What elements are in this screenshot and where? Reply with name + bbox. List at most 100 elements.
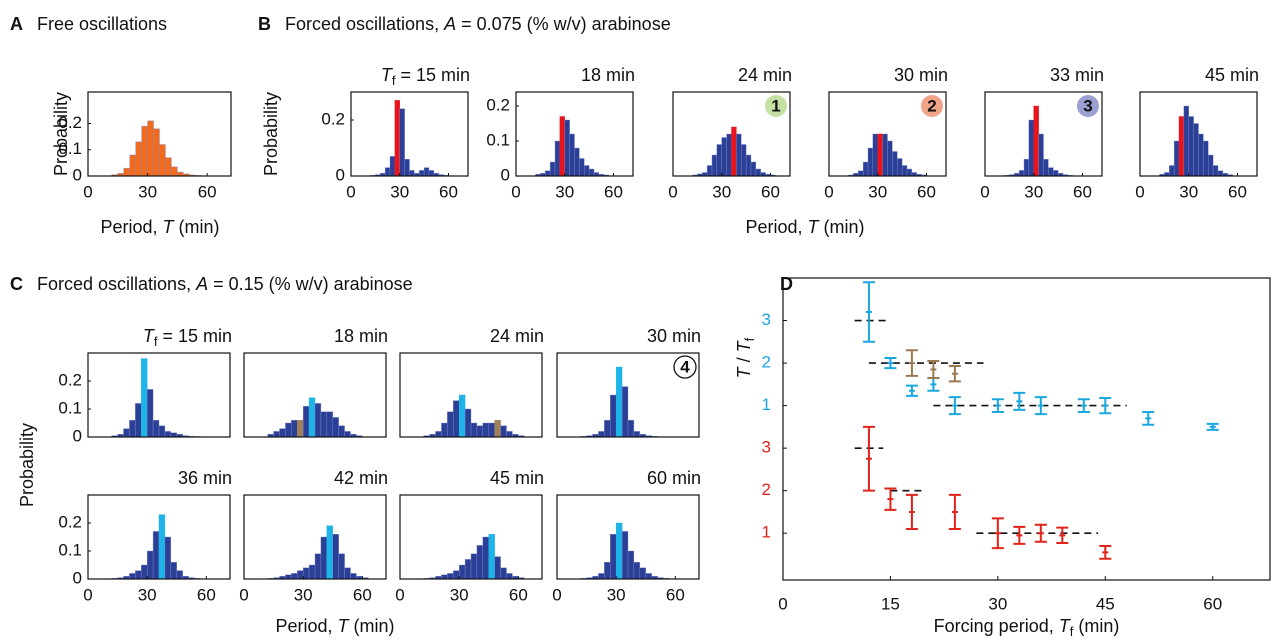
bar [736,133,742,177]
text-segment: Period, [100,217,162,237]
panel-letter: D [780,274,793,294]
text-segment: Probability [261,92,281,176]
text-segment: Forced oscillations, [37,274,196,294]
y-tick-label: 2 [762,353,771,372]
bar [559,116,565,177]
x-tick-label: 0 [824,182,833,201]
bar [129,573,136,580]
error-bar [862,281,875,343]
plot-frame [350,91,469,177]
bar [135,570,142,580]
plot-frame [782,277,1271,581]
bar [129,420,136,438]
histogram [423,534,525,580]
bar [1198,133,1204,177]
badge [673,355,697,379]
error-bar [884,487,897,511]
y-tick-label: 0.1 [58,139,82,158]
bar [453,570,460,580]
bar [549,161,556,177]
bar [1053,170,1059,177]
y-axis-label: Probability [17,423,37,507]
x-tick-label: 60 [761,182,780,201]
bar [344,431,351,438]
text-segment: T [808,217,821,237]
bar [170,562,177,580]
histogram [692,126,776,177]
histogram [111,514,201,580]
badge [921,95,943,117]
bar [159,144,166,177]
bar [171,166,178,177]
x-tick-label: 30 [555,182,574,201]
plot-frame [672,91,791,177]
bar [320,411,328,438]
error-bar [1099,544,1112,560]
x-tick-label: 60 [1073,182,1092,201]
x-tick-label: 30 [1179,182,1198,201]
bar [1212,165,1219,177]
bar [867,147,874,177]
panel-letter: A [10,14,23,34]
badge [1077,95,1099,117]
plot-frame [399,352,543,438]
x-tick-label: 15 [881,594,900,613]
text-segment: = 15 min [157,326,232,346]
panel-letter: C [10,274,23,294]
bar [1173,140,1180,177]
histogram [267,525,369,580]
bar [464,559,472,580]
x-tick-label: 0 [778,594,787,613]
bar [604,562,611,580]
bar [170,432,177,438]
bar [887,140,893,177]
bar [447,573,454,580]
bar [1033,105,1039,177]
bar [506,573,513,580]
bar [645,573,652,580]
bar [470,553,478,580]
panel-title: Forced oscillations, A = 0.15 (% w/v) ar… [37,274,413,294]
bar [731,126,737,177]
error-bar [1013,525,1026,545]
x-tick-label: 60 [666,585,685,604]
text-segment: Forcing period, [934,616,1059,636]
bar [574,147,580,177]
bar [1217,170,1224,177]
text-segment: T [1059,616,1072,636]
bar [588,168,595,177]
plot-frame [828,91,947,177]
bar [639,567,646,580]
error-bar [905,349,918,377]
bar [858,170,864,177]
y-tick-label: 0.1 [58,540,82,559]
bar [706,165,713,177]
text-segment: T [381,65,394,85]
x-tick-label: 0 [1135,182,1144,201]
x-tick-label: 30 [138,182,157,201]
error-bar [927,376,940,392]
error-bar [1206,422,1219,431]
bar [500,425,507,438]
bar [384,167,391,177]
bar [338,425,345,438]
bar [302,406,310,438]
bar [621,386,629,438]
x-tick-label: 0 [83,182,92,201]
text-segment: = 0.075 (% w/v) arabinose [456,14,671,34]
y-tick-label: 0 [336,165,345,184]
bar [158,425,166,438]
y-tick-label: 3 [762,310,771,329]
x-tick-label: 0 [395,585,404,604]
bar [554,140,561,177]
x-tick-label: 0 [980,182,989,201]
bar [135,141,142,177]
error-bar [948,396,961,416]
bar [447,411,454,438]
bar [332,534,339,580]
plot-frame [87,494,231,580]
x-axis-label: Period, T (min) [100,217,219,237]
bar [711,154,718,177]
text-segment: T [734,339,754,352]
